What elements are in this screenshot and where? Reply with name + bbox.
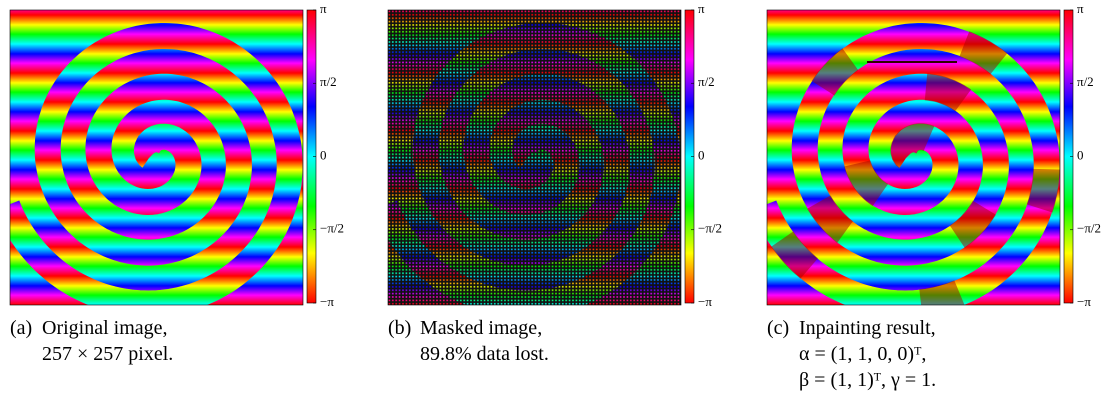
spiral (388, 23, 681, 305)
colorbar-tick-label: 0 (1077, 147, 1084, 162)
colorbar-tick-label: π/2 (1077, 74, 1094, 89)
caption-line: Inpainting result, (799, 317, 936, 339)
caption-label: (a) (10, 317, 32, 339)
caption-line: α = (1, 1, 0, 0)ᵀ, (799, 343, 926, 365)
image-border (766, 9, 1061, 306)
colorbar-tick-label: π (1077, 1, 1084, 16)
caption-line: Original image, (42, 317, 168, 339)
panel: π π/2 0 −π/2 −π (a) Original image, 257 × 257 p… (9, 1, 344, 365)
colorbar-tick-label: π/2 (698, 74, 715, 89)
colorbar-tick-label: 0 (698, 147, 705, 162)
caption-line: 89.8% data lost. (420, 343, 549, 365)
colorbar-tick-label: −π/2 (320, 221, 344, 236)
colorbar-tick-label: 0 (320, 147, 327, 162)
colorbar-tick-label: −π/2 (698, 221, 722, 236)
caption-label: (c) (767, 317, 789, 339)
image (388, 10, 681, 305)
image (10, 10, 303, 305)
colorbar-tick-label: π (698, 1, 705, 16)
colorbar-tick-label: −π (698, 294, 712, 309)
spiral (10, 23, 303, 305)
colorbar-tick-label: −π/2 (1077, 221, 1101, 236)
panel: π π/2 0 −π/2 −π (c) Inpainting result, α = (1, … (766, 1, 1101, 391)
colorbar-tick-label: π (320, 1, 327, 16)
image-border (9, 9, 304, 306)
image (767, 10, 1060, 305)
colorbar-tick-label: −π (320, 294, 334, 309)
image-border (387, 9, 682, 306)
caption-line: 257 × 257 pixel. (42, 343, 173, 365)
spiral (767, 23, 1060, 305)
colorbar-tick-label: π/2 (320, 74, 337, 89)
colorbar-tick-label: −π (1077, 294, 1091, 309)
caption-label: (b) (388, 317, 411, 339)
caption-line: Masked image, (420, 317, 542, 339)
caption-line: β = (1, 1)ᵀ, γ = 1. (799, 369, 936, 391)
panel: π π/2 0 −π/2 −π (b) Masked image, 89.8% data lo… (387, 1, 722, 365)
masked-pixels (388, 10, 681, 305)
